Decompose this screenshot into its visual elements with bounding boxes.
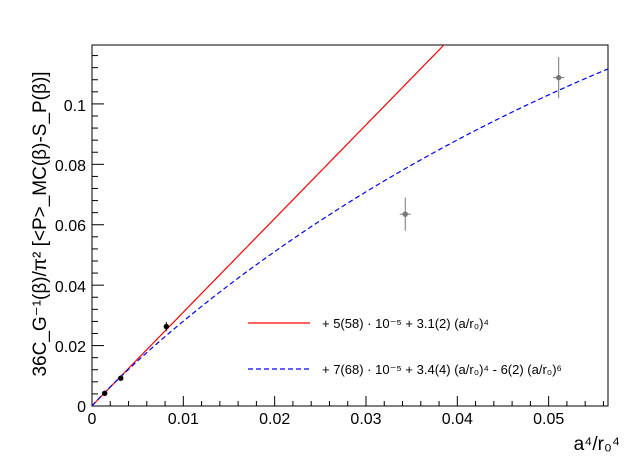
x-tick-label-2: 0.02 xyxy=(259,411,290,428)
y-tick-label-2: 0.04 xyxy=(55,279,86,296)
x-axis-title: a⁴/r₀⁴ xyxy=(574,434,620,455)
data-marker xyxy=(101,390,108,397)
legend-label-dashed: + 7(68) · 10⁻⁵ + 3.4(4) (a/r₀)⁴ - 6(2) (… xyxy=(322,362,562,377)
x-tick-label-0: 0 xyxy=(88,411,97,428)
plot-area xyxy=(91,44,609,407)
y-tick-label-1: 0.02 xyxy=(55,339,86,356)
data-point-4 xyxy=(553,57,565,99)
data-point-3 xyxy=(399,197,411,231)
x-tick-label-3: 0.03 xyxy=(350,411,381,428)
data-point-0 xyxy=(101,390,108,397)
x-tick-label-5: 0.05 xyxy=(533,411,564,428)
y-axis-title: 36C_G⁻¹(β)/π² [<P>_MC(β)-S_P(β)] xyxy=(30,71,51,376)
x-tick-label-1: 0.01 xyxy=(168,411,199,428)
y-tick-label-4: 0.08 xyxy=(55,158,86,175)
y-tick-label-5: 0.1 xyxy=(64,98,86,115)
y-tick-label-0: 0 xyxy=(77,399,86,416)
data-marker xyxy=(555,74,562,81)
y-tick-label-3: 0.06 xyxy=(55,218,86,235)
x-tick-labels: 0 0.01 0.02 0.03 0.04 0.05 xyxy=(88,411,565,428)
data-points xyxy=(101,57,565,397)
data-marker xyxy=(118,375,124,381)
axis-ticks xyxy=(91,55,604,407)
legend-label-solid: + 5(58) · 10⁻⁵ + 3.1(2) (a/r₀)⁴ xyxy=(322,316,489,331)
legend: + 5(58) · 10⁻⁵ + 3.1(2) (a/r₀)⁴ + 7(68) … xyxy=(248,316,562,377)
data-point-2 xyxy=(163,322,170,332)
y-tick-labels: 0 0.02 0.04 0.06 0.08 0.1 xyxy=(55,98,86,416)
data-marker xyxy=(402,211,408,217)
fit-curve-dashed xyxy=(92,68,608,406)
fit-curve-solid xyxy=(92,45,445,406)
data-marker xyxy=(163,323,170,330)
x-tick-label-4: 0.04 xyxy=(442,411,473,428)
data-point-1 xyxy=(118,375,124,381)
